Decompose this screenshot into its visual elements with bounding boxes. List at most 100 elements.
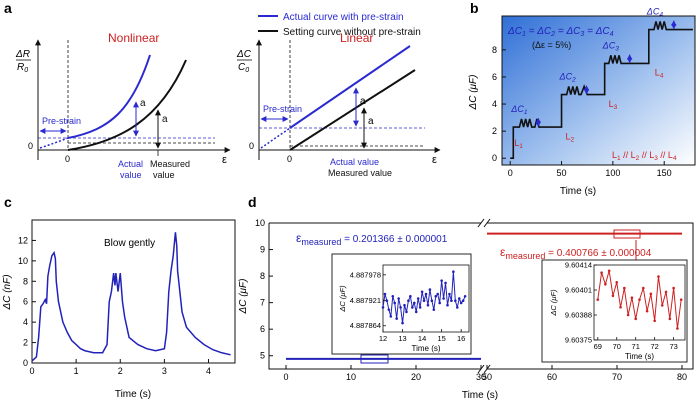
inset-blue-point — [444, 281, 447, 285]
inset-red-point — [679, 298, 683, 301]
inset-blue-point — [424, 292, 428, 296]
inset-blue-point — [459, 301, 463, 305]
nonlinear-plot: Nonlinear ΔR R0 a a Pre-strain 0 — [15, 31, 231, 180]
panel-d-xtick-label: 50 — [482, 372, 492, 382]
panel-b-dC-label: ΔC3 — [602, 41, 620, 53]
panel-d-ytick-label: 10 — [255, 218, 265, 228]
nonlinear-measured-value-2: value — [153, 170, 175, 180]
panel-c-xlabel: Time (s) — [115, 389, 151, 400]
inset-red-ylabel: ΔC (μF) — [549, 289, 558, 317]
nonlinear-actual-curve — [67, 54, 151, 139]
panel-b-L-label: L2 — [566, 131, 575, 143]
inset-blue-point — [442, 297, 445, 300]
panel-d-xtick-label: 60 — [547, 372, 557, 382]
inset-red-point — [657, 275, 660, 278]
inset-blue-point — [381, 306, 385, 309]
nonlinear-zero-x: 0 — [65, 154, 70, 164]
inset-blue-ytick-label: 4.887864 — [350, 321, 381, 330]
inset-blue-point — [438, 301, 441, 305]
panel-d-break-top-2 — [483, 218, 491, 228]
panel-c-ytick-label: 12 — [18, 235, 28, 245]
panel-a-letter: a — [4, 0, 12, 16]
inset-blue-point — [418, 306, 422, 309]
panel-d-series — [286, 232, 682, 360]
inset-blue-point — [412, 301, 416, 305]
panel-c-ytick-label: 2 — [23, 338, 28, 348]
panel-c-xtick-label: 3 — [162, 366, 167, 376]
panel-c-ytick-label: 4 — [23, 317, 28, 327]
inset-red-point — [623, 286, 626, 290]
nonlinear-prestrain-label: Pre-strain — [42, 116, 81, 126]
inset-red-point — [596, 298, 600, 301]
inset-red-point — [660, 304, 664, 307]
panel-b-xtick-label: 0 — [508, 168, 513, 178]
inset-blue-point — [461, 299, 465, 303]
panel-d-ytick-label: 5 — [260, 351, 265, 361]
inset-red-xtick-label: 70 — [613, 342, 621, 351]
inset-blue-point — [420, 290, 424, 294]
panel-d-xlabel: Time (s) — [462, 390, 498, 401]
inset-blue-point — [405, 310, 408, 314]
linear-actual-dotted — [260, 127, 291, 149]
panel-c-ytick-label: 0 — [23, 358, 28, 368]
linear-ylabel-bottom: C0 — [238, 62, 249, 74]
inset-red-ytick-label: 9.60401 — [565, 286, 592, 295]
inset-blue-point — [401, 321, 404, 325]
inset-blue-xtick-label: 14 — [418, 334, 426, 343]
linear-title: Linear — [340, 31, 373, 45]
inset-blue-point — [409, 294, 412, 298]
nonlinear-actual-dotted — [39, 137, 69, 149]
panel-b-dC-label: ΔC2 — [559, 72, 577, 84]
linear-zero-y: 0 — [249, 141, 254, 151]
inset-blue-point — [455, 306, 459, 309]
inset-red-point — [634, 317, 638, 321]
panel-b-xtick-label: 100 — [605, 168, 620, 178]
panel-c-ytick-label: 8 — [23, 276, 28, 286]
inset-red-point — [607, 269, 611, 273]
panel-c-xtick-label: 4 — [206, 366, 211, 376]
inset-red-ytick-label: 9.60375 — [565, 336, 592, 345]
inset-red-point — [626, 313, 630, 317]
nonlinear-actual-value: Actual — [118, 159, 143, 169]
inset-blue-point — [389, 315, 393, 318]
panel-b-plot-area — [501, 15, 696, 166]
inset-red-point — [664, 290, 668, 294]
nonlinear-ylabel-bottom: R0 — [17, 62, 28, 74]
inset-blue-point — [457, 297, 461, 300]
panel-b-L-label: L1 — [514, 138, 523, 150]
panel-b-L-label: L4 — [655, 68, 664, 80]
panel-b: b 0 50 100 150 0 2 4 6 8 ΔC1 = ΔC2 = ΔC3 = ΔC4 (… — [468, 0, 696, 197]
inset-blue-point — [393, 301, 397, 305]
panel-b-ytick-label: 4 — [492, 99, 497, 109]
panel-d-frame-right — [487, 222, 694, 370]
linear-xlabel: ε — [432, 154, 437, 166]
panel-b-xtick-label: 150 — [657, 168, 672, 178]
inset-blue-ytick-label: 4.887978 — [350, 270, 381, 279]
panel-d-ytick-label: 6 — [260, 324, 265, 334]
nonlinear-xlabel: ε — [222, 154, 227, 166]
panel-d-zoom-box-red — [613, 229, 641, 239]
panel-c-series-line — [31, 232, 231, 362]
inset-blue-xtick-label: 15 — [437, 334, 445, 343]
panel-d-xtick-label: 10 — [346, 372, 356, 382]
inset-red-point — [611, 294, 615, 298]
inset-blue-point — [450, 299, 453, 303]
panel-d-ytick-label: 7 — [260, 298, 265, 308]
panel-c-ylabel: ΔC (nF) — [2, 274, 13, 310]
inset-red-point — [600, 271, 603, 274]
inset-blue-xtick-label: 12 — [379, 334, 387, 343]
nonlinear-actual-value-2: value — [120, 170, 142, 180]
inset-blue-point — [422, 299, 426, 303]
inset-blue-point — [391, 294, 395, 298]
panel-c-letter: c — [4, 194, 12, 210]
inset-blue-point — [414, 310, 418, 314]
linear-a-label-black: a — [368, 116, 374, 127]
panel-b-L-label: L3 — [609, 99, 618, 111]
panel-b-subtext: (Δε = 5%) — [532, 40, 571, 50]
linear-plot: Linear ΔC C0 a a Pre-strain 0 0 ε Actual… — [236, 31, 441, 178]
panel-d-inset-red: 69 70 71 72 73 9.60375 9.60388 9.60401 9.60414 Ti… — [541, 259, 688, 363]
panel-c-ytick-label: 6 — [23, 297, 28, 307]
inset-red-point — [619, 306, 622, 309]
